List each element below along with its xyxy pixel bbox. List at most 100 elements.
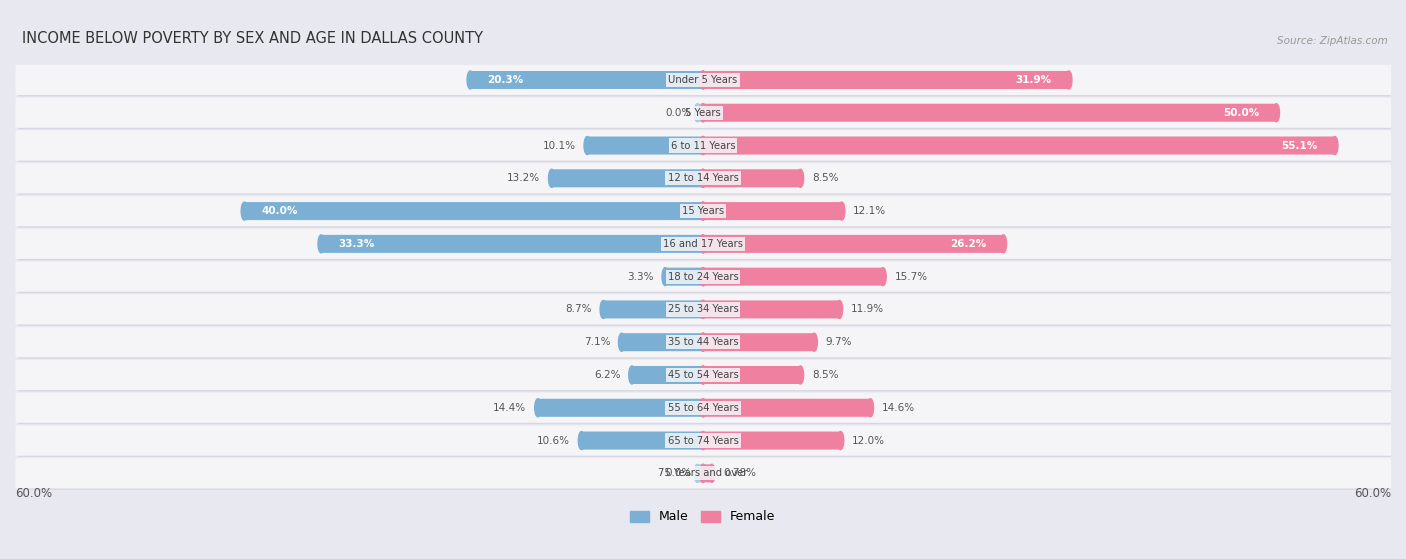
FancyBboxPatch shape	[18, 394, 1392, 424]
FancyBboxPatch shape	[703, 268, 883, 286]
FancyBboxPatch shape	[18, 132, 1392, 162]
FancyBboxPatch shape	[703, 71, 1069, 89]
Circle shape	[695, 465, 700, 482]
FancyBboxPatch shape	[703, 104, 1277, 122]
Circle shape	[700, 399, 706, 417]
Text: 3.3%: 3.3%	[627, 272, 654, 282]
FancyBboxPatch shape	[703, 399, 870, 417]
Circle shape	[700, 235, 706, 253]
FancyBboxPatch shape	[18, 427, 1392, 457]
Circle shape	[1066, 71, 1071, 89]
Circle shape	[583, 136, 591, 154]
Circle shape	[700, 71, 706, 89]
Text: INCOME BELOW POVERTY BY SEX AND AGE IN DALLAS COUNTY: INCOME BELOW POVERTY BY SEX AND AGE IN D…	[22, 31, 482, 46]
Circle shape	[797, 366, 804, 384]
Text: 6.2%: 6.2%	[593, 370, 620, 380]
Circle shape	[700, 71, 706, 89]
Text: 15 Years: 15 Years	[682, 206, 724, 216]
Text: 33.3%: 33.3%	[339, 239, 374, 249]
Circle shape	[318, 235, 325, 253]
FancyBboxPatch shape	[18, 164, 1392, 195]
FancyBboxPatch shape	[18, 197, 1392, 228]
Circle shape	[1274, 104, 1279, 122]
Text: 14.4%: 14.4%	[494, 403, 526, 413]
FancyBboxPatch shape	[582, 432, 703, 449]
Text: 55.1%: 55.1%	[1281, 140, 1317, 150]
FancyBboxPatch shape	[15, 65, 1392, 95]
Text: 12.0%: 12.0%	[852, 435, 884, 446]
Circle shape	[700, 300, 706, 319]
FancyBboxPatch shape	[703, 136, 1334, 154]
FancyBboxPatch shape	[18, 361, 1392, 391]
Circle shape	[578, 432, 585, 449]
Circle shape	[700, 136, 706, 154]
FancyBboxPatch shape	[703, 333, 814, 351]
Text: 11.9%: 11.9%	[851, 305, 884, 314]
Text: 8.5%: 8.5%	[811, 370, 838, 380]
Circle shape	[700, 333, 706, 351]
FancyBboxPatch shape	[18, 66, 1392, 96]
Text: 18 to 24 Years: 18 to 24 Years	[668, 272, 738, 282]
FancyBboxPatch shape	[470, 71, 703, 89]
Circle shape	[700, 465, 706, 482]
Circle shape	[700, 235, 706, 253]
Circle shape	[700, 432, 706, 449]
FancyBboxPatch shape	[321, 235, 703, 253]
Circle shape	[662, 268, 668, 286]
Text: 7.1%: 7.1%	[583, 337, 610, 347]
FancyBboxPatch shape	[697, 104, 703, 122]
FancyBboxPatch shape	[18, 230, 1392, 260]
FancyBboxPatch shape	[15, 130, 1392, 160]
Text: 60.0%: 60.0%	[1354, 487, 1391, 500]
Text: 10.6%: 10.6%	[537, 435, 569, 446]
Circle shape	[548, 169, 555, 187]
Text: 26.2%: 26.2%	[950, 239, 986, 249]
Text: 5 Years: 5 Years	[685, 108, 721, 118]
Circle shape	[700, 202, 706, 220]
Text: 0.0%: 0.0%	[665, 108, 692, 118]
FancyBboxPatch shape	[703, 465, 711, 482]
FancyBboxPatch shape	[15, 360, 1392, 390]
Circle shape	[700, 104, 706, 122]
Circle shape	[1331, 136, 1339, 154]
Circle shape	[880, 268, 886, 286]
FancyBboxPatch shape	[15, 196, 1392, 226]
Circle shape	[700, 432, 706, 449]
FancyBboxPatch shape	[15, 295, 1392, 325]
FancyBboxPatch shape	[15, 425, 1392, 456]
Circle shape	[628, 366, 636, 384]
FancyBboxPatch shape	[245, 202, 703, 220]
Text: Source: ZipAtlas.com: Source: ZipAtlas.com	[1278, 36, 1388, 46]
Circle shape	[797, 169, 804, 187]
Text: 75 Years and over: 75 Years and over	[658, 468, 748, 479]
Circle shape	[709, 465, 716, 482]
Circle shape	[700, 399, 706, 417]
Circle shape	[868, 399, 873, 417]
Text: 14.6%: 14.6%	[882, 403, 915, 413]
Legend: Male, Female: Male, Female	[626, 505, 780, 528]
Text: 13.2%: 13.2%	[508, 173, 540, 183]
FancyBboxPatch shape	[15, 262, 1392, 292]
Circle shape	[700, 202, 706, 220]
Circle shape	[600, 300, 606, 319]
Circle shape	[534, 399, 541, 417]
Text: 9.7%: 9.7%	[825, 337, 852, 347]
Circle shape	[700, 136, 706, 154]
Circle shape	[695, 104, 700, 122]
Text: 25 to 34 Years: 25 to 34 Years	[668, 305, 738, 314]
FancyBboxPatch shape	[603, 300, 703, 319]
Circle shape	[700, 465, 706, 482]
FancyBboxPatch shape	[15, 98, 1392, 128]
Circle shape	[700, 169, 706, 187]
FancyBboxPatch shape	[665, 268, 703, 286]
Circle shape	[838, 432, 844, 449]
FancyBboxPatch shape	[15, 458, 1392, 489]
Text: 12.1%: 12.1%	[853, 206, 886, 216]
FancyBboxPatch shape	[703, 235, 1004, 253]
FancyBboxPatch shape	[621, 333, 703, 351]
FancyBboxPatch shape	[15, 392, 1392, 423]
FancyBboxPatch shape	[15, 163, 1392, 193]
FancyBboxPatch shape	[15, 229, 1392, 259]
FancyBboxPatch shape	[703, 169, 800, 187]
Circle shape	[700, 104, 706, 122]
